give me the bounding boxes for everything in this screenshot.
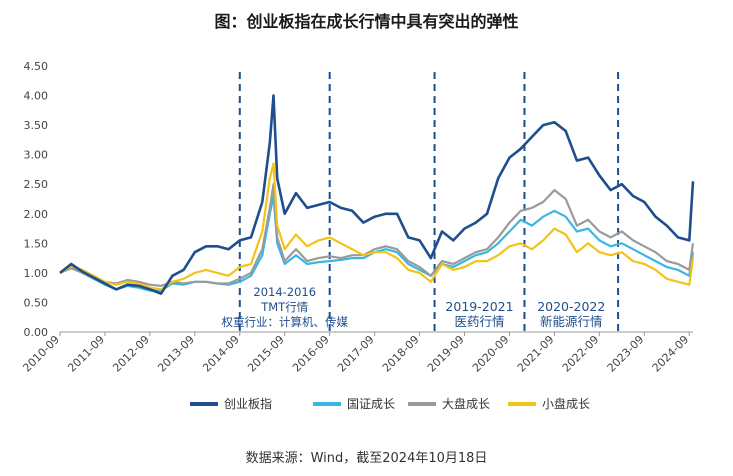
y-tick-label: 4.50 bbox=[24, 60, 49, 73]
period-dividers bbox=[238, 72, 620, 332]
x-tick-label: 2021-09 bbox=[515, 333, 557, 375]
y-tick-label: 3.50 bbox=[24, 119, 49, 132]
series-lines bbox=[59, 94, 695, 295]
annotation-text: 新能源行情 bbox=[540, 314, 603, 329]
y-tick-label: 0.50 bbox=[24, 296, 49, 309]
annotation-text: 权重行业：计算机、传媒 bbox=[221, 315, 348, 329]
x-tick-label: 2014-09 bbox=[200, 333, 242, 375]
y-tick-label: 2.50 bbox=[24, 178, 49, 191]
y-tick-label: 3.00 bbox=[24, 149, 49, 162]
annotation-text: 2019-2021 bbox=[445, 299, 513, 314]
x-tick-label: 2018-09 bbox=[380, 333, 422, 375]
x-tick-label: 2019-09 bbox=[425, 333, 467, 375]
series-line bbox=[59, 162, 695, 291]
x-tick-label: 2020-09 bbox=[470, 333, 512, 375]
series-line bbox=[59, 183, 695, 287]
y-tick-label: 1.00 bbox=[24, 267, 49, 280]
annotation-text: 2014-2016 bbox=[253, 285, 316, 299]
line-chart: 0.00 0.50 1.00 1.50 2.00 2.50 3.00 3.50 4.00 4.50… bbox=[20, 60, 695, 411]
x-tick-label: 2015-09 bbox=[245, 333, 287, 375]
x-tick-label: 2023-09 bbox=[605, 333, 647, 375]
source-note: 数据来源：Wind，截至2024年10月18日 bbox=[245, 451, 488, 466]
x-tick-label: 2013-09 bbox=[155, 333, 197, 375]
x-tick-label: 2024-09 bbox=[650, 333, 692, 375]
x-tick-label: 2011-09 bbox=[65, 333, 107, 375]
y-tick-label: 2.00 bbox=[24, 208, 49, 221]
legend-label: 国证成长 bbox=[347, 397, 395, 411]
legend-label: 创业板指 bbox=[224, 396, 272, 411]
x-tick-label: 2010-09 bbox=[20, 333, 62, 375]
x-tick-label: 2022-09 bbox=[560, 333, 602, 375]
y-tick-label: 4.00 bbox=[24, 90, 49, 103]
x-tick-label: 2017-09 bbox=[335, 333, 377, 375]
annotation-text: 医药行情 bbox=[454, 314, 504, 329]
legend-label: 大盘成长 bbox=[442, 396, 490, 411]
annotation-text: TMT行情 bbox=[260, 300, 308, 314]
annotation-text: 2020-2022 bbox=[537, 299, 605, 314]
series-line bbox=[59, 94, 695, 295]
y-tick-label: 0.00 bbox=[24, 326, 49, 339]
legend-label: 小盘成长 bbox=[542, 396, 590, 411]
x-tick-label: 2016-09 bbox=[290, 333, 332, 375]
y-tick-label: 1.50 bbox=[24, 237, 49, 250]
x-tick-label: 2012-09 bbox=[110, 333, 152, 375]
legend: 创业板指 国证成长 大盘成长 小盘成长 bbox=[190, 396, 590, 411]
series-line bbox=[59, 194, 695, 292]
chart-title: 图：创业板指在成长行情中具有突出的弹性 bbox=[214, 12, 519, 31]
